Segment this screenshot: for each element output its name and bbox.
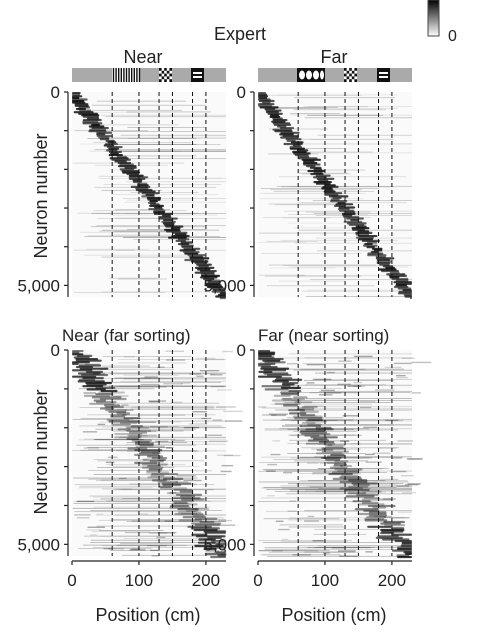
- y-axis: 0 5,000: [17, 83, 69, 297]
- x-tick-label: 200: [192, 571, 220, 590]
- scattered-activity: [74, 350, 243, 557]
- colorbar-label: 0: [448, 28, 457, 45]
- landmark-lines: [111, 350, 207, 556]
- x-tick-label: 200: [378, 571, 406, 590]
- heatmap-far-near-sorting: 0 5,000 0 100 200: [203, 341, 432, 590]
- circles-landmark: [297, 68, 325, 82]
- place-field-band: [72, 92, 226, 300]
- noise-streaks: [72, 356, 227, 556]
- y-tick-label: 0: [51, 341, 60, 360]
- panel-title-near: Near: [123, 47, 162, 67]
- landmark-lines: [111, 92, 207, 297]
- track-bar-far: [258, 68, 412, 82]
- heatmap-near-far-sorting: 0 5,000 0 100 200: [17, 341, 243, 590]
- heatmap-far: 0 5,000: [203, 83, 412, 300]
- y-axis: 0 5,000: [17, 341, 69, 556]
- x-tick-label: 100: [125, 571, 153, 590]
- x-axis: 0 100 200: [67, 560, 226, 590]
- x-axis-label-left: Position (cm): [95, 605, 200, 625]
- place-field-band: [258, 350, 412, 559]
- place-field-band: [258, 92, 412, 300]
- vertical-stripes-landmark: [112, 68, 141, 82]
- y-tick-label: 0: [51, 83, 60, 102]
- checker-landmark: [159, 68, 172, 82]
- y-tick-label: 5,000: [17, 276, 60, 295]
- figure-title: Expert: [214, 24, 266, 44]
- scattered-activity: [258, 355, 432, 557]
- noise-streaks: [72, 100, 227, 293]
- heatmap-near: 0 5,000: [17, 83, 227, 300]
- y-tick-label: 0: [237, 83, 246, 102]
- panel-title-far: Far: [321, 47, 348, 67]
- h-bars-landmark: [191, 68, 204, 82]
- colorbar: [427, 0, 440, 37]
- y-axis: 0 5,000: [203, 83, 255, 297]
- h-bars-landmark: [377, 68, 390, 82]
- y-axis-label-top: Neuron number: [31, 133, 51, 258]
- landmark-lines: [297, 92, 393, 297]
- panel-title-far-near-sorting: Far (near sorting): [258, 326, 389, 345]
- landmark-lines: [297, 350, 393, 556]
- y-axis: 0 5,000: [203, 341, 255, 556]
- x-tick-label: 100: [311, 571, 339, 590]
- noise-streaks: [258, 353, 412, 557]
- y-tick-label: 5,000: [17, 535, 60, 554]
- y-axis-label-bottom: Neuron number: [31, 389, 51, 514]
- place-field-band: [72, 350, 227, 559]
- x-tick-label: 0: [253, 571, 262, 590]
- panel-title-near-far-sorting: Near (far sorting): [62, 326, 190, 345]
- x-axis: 0 100 200: [253, 560, 412, 590]
- y-tick-label: 0: [237, 341, 246, 360]
- x-axis-label-right: Position (cm): [281, 605, 386, 625]
- track-bar-near: [72, 68, 226, 82]
- y-tick-label: 5,000: [203, 276, 246, 295]
- checker-landmark: [344, 68, 357, 82]
- x-tick-label: 0: [67, 571, 76, 590]
- noise-streaks: [258, 94, 412, 297]
- y-tick-label: 5,000: [203, 535, 246, 554]
